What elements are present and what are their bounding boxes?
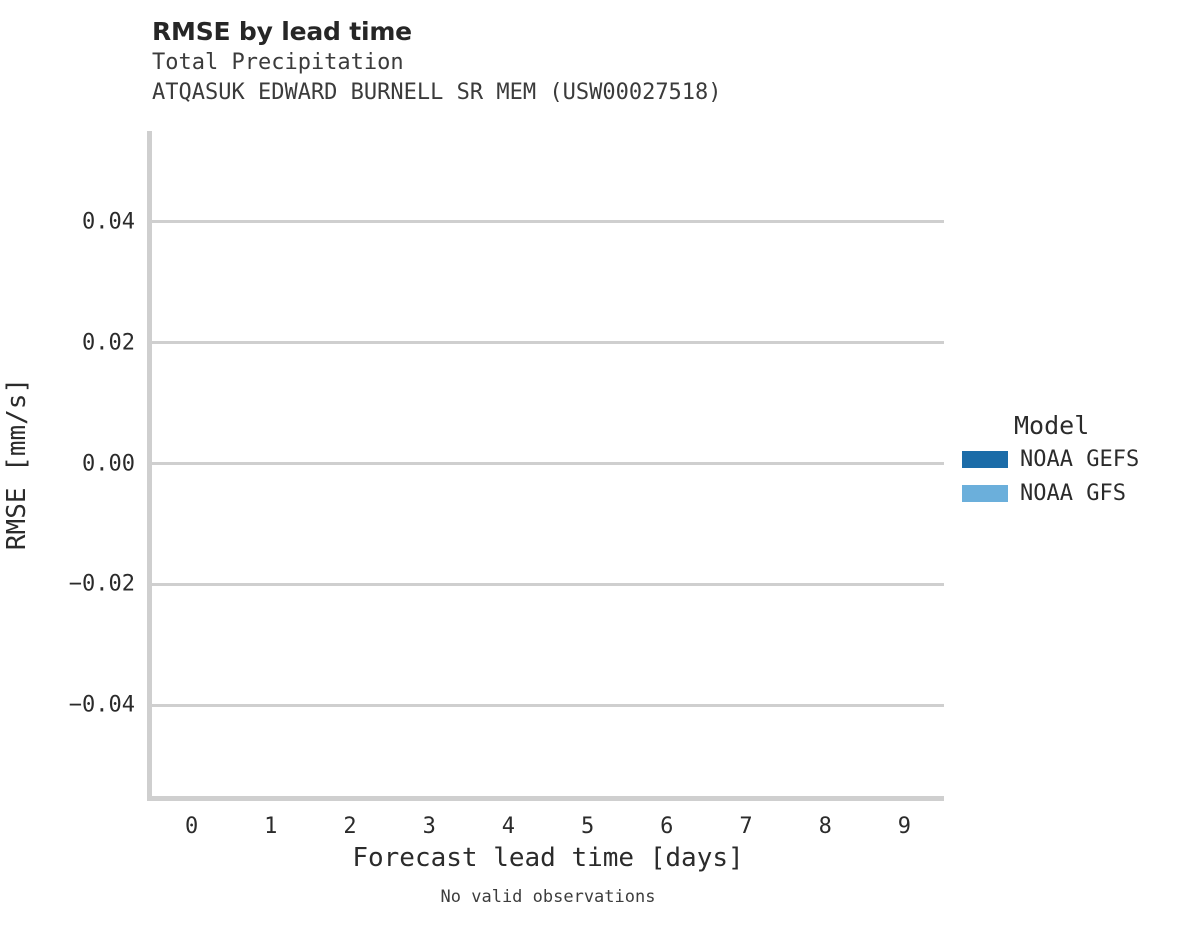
legend-entries: NOAA GEFS NOAA GFS — [962, 442, 1177, 510]
x-axis-label: Forecast lead time [days] — [352, 843, 744, 873]
y-axis-label-wrap: RMSE [mm/s] — [0, 131, 34, 796]
x-tick-label: 5 — [580, 814, 595, 839]
legend-item[interactable]: NOAA GEFS — [962, 442, 1177, 476]
x-tick-label: 4 — [501, 814, 516, 839]
legend-item[interactable]: NOAA GFS — [962, 476, 1177, 510]
legend-color-swatch — [962, 450, 1008, 468]
x-tick-label: 3 — [422, 814, 436, 839]
chart-header: RMSE by lead time Total Precipitation AT… — [152, 16, 972, 108]
y-tick-label: −0.02 — [68, 571, 135, 597]
no-data-footnote: No valid observations — [440, 887, 656, 907]
y-tick-label: 0.00 — [82, 451, 135, 476]
chart-subtitle-variable: Total Precipitation — [152, 50, 404, 75]
gridline — [152, 341, 944, 345]
x-tick-label: 9 — [897, 814, 912, 839]
x-tick-label: 6 — [660, 814, 674, 839]
gridline — [152, 703, 944, 707]
gridline — [152, 582, 944, 586]
y-axis-spine — [147, 131, 152, 796]
legend-title: Model — [1014, 411, 1090, 440]
legend-color-swatch — [962, 484, 1008, 502]
x-axis-spine — [147, 796, 944, 801]
gridline — [152, 462, 944, 465]
y-tick-label: 0.04 — [82, 209, 135, 235]
x-tick-label: 0 — [184, 814, 199, 839]
x-tick-label: 1 — [264, 814, 278, 839]
y-tick-label: 0.02 — [82, 330, 135, 356]
y-axis-label: RMSE [mm/s] — [2, 377, 32, 550]
gridline — [152, 220, 944, 224]
x-axis-tick-labels: 0 1 2 3 4 5 6 7 8 9 — [152, 814, 944, 844]
data-series-layer — [152, 131, 944, 796]
legend-item-label: NOAA GEFS — [1020, 446, 1140, 472]
y-tick-label: −0.04 — [68, 692, 135, 718]
x-tick-label: 7 — [739, 814, 753, 839]
y-axis-tick-labels: 0.04 0.02 0.00 −0.02 −0.04 — [0, 131, 135, 796]
chart-subtitle-station: ATQASUK EDWARD BURNELL SR MEM (USW000275… — [152, 80, 722, 105]
x-tick-label: 2 — [343, 814, 357, 839]
legend: Model NOAA GEFS NOAA GFS — [962, 410, 1177, 510]
legend-item-label: NOAA GFS — [1020, 480, 1126, 506]
chart-title: RMSE by lead time — [152, 17, 412, 46]
x-tick-label: 8 — [818, 814, 832, 839]
plot-area — [147, 131, 944, 801]
